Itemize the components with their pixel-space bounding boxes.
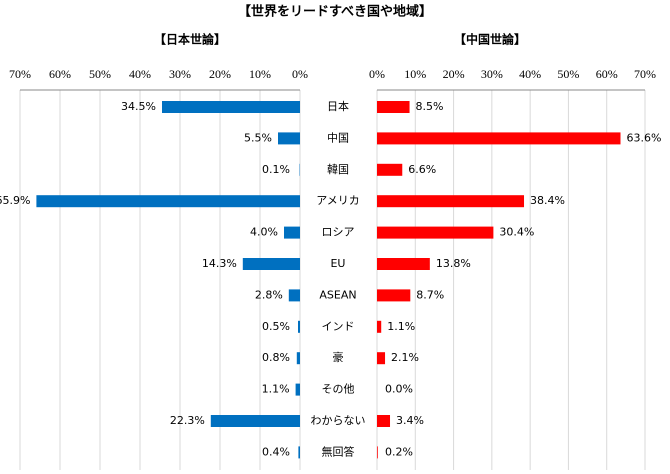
x-tick-label: 0% <box>369 67 385 81</box>
value-label: 2.8% <box>255 288 283 301</box>
category-label: 日本 <box>327 99 349 113</box>
category-label: インド <box>322 320 355 333</box>
value-label: 63.6% <box>626 131 661 144</box>
value-label: 0.4% <box>262 445 290 458</box>
bar <box>377 195 525 208</box>
value-label: 38.4% <box>530 194 565 207</box>
category-label: 中国 <box>327 131 349 144</box>
value-label: 8.7% <box>416 288 444 301</box>
chart-title: 【世界をリードすべき国や地域】 <box>238 4 432 20</box>
value-label: 65.9% <box>0 194 30 207</box>
bar <box>377 258 430 270</box>
x-tick-label: 10% <box>249 67 271 81</box>
category-label: EU <box>330 257 345 270</box>
x-tick-label: 10% <box>404 67 426 81</box>
bar <box>298 446 300 459</box>
bar <box>36 195 301 208</box>
bar <box>377 415 391 427</box>
value-label: 8.5% <box>416 100 444 113</box>
value-label: 6.6% <box>408 163 436 176</box>
bar <box>242 258 300 270</box>
x-tick-label: 20% <box>443 67 465 81</box>
value-label: 5.5% <box>244 131 272 144</box>
x-tick-label: 40% <box>129 67 151 81</box>
value-label: 0.1% <box>262 163 290 176</box>
bar <box>377 163 403 176</box>
bar <box>377 320 382 333</box>
x-tick-label: 40% <box>519 67 541 81</box>
value-label: 0.8% <box>262 351 290 364</box>
x-tick-label: 70% <box>634 67 656 81</box>
bar <box>296 352 300 365</box>
x-tick-label: 60% <box>596 67 618 81</box>
bar <box>288 289 300 302</box>
value-label: 14.3% <box>202 257 237 270</box>
bar <box>377 101 410 113</box>
category-label: 韓国 <box>327 163 349 176</box>
x-tick-label: 50% <box>557 67 579 81</box>
bar <box>377 446 378 459</box>
category-label: 無回答 <box>322 444 355 458</box>
bar <box>210 415 300 427</box>
x-tick-label: 20% <box>209 67 231 81</box>
value-label: 3.4% <box>396 414 424 427</box>
category-label: わからない <box>311 414 366 427</box>
bar <box>278 132 300 145</box>
value-label: 4.0% <box>250 226 278 239</box>
bar <box>377 289 411 302</box>
value-label: 13.8% <box>436 257 471 270</box>
value-label: 0.0% <box>385 383 413 396</box>
value-label: 22.3% <box>170 414 205 427</box>
bar <box>162 101 300 113</box>
value-label: 0.2% <box>385 445 413 458</box>
bar <box>295 383 300 396</box>
x-tick-label: 70% <box>9 67 31 81</box>
category-label: 豪 <box>333 350 344 364</box>
category-label: ASEAN <box>319 288 356 301</box>
bar <box>377 132 621 145</box>
value-label: 1.1% <box>262 383 290 396</box>
panel-title: 【中国世論】 <box>454 32 526 47</box>
category-label: その他 <box>322 383 355 396</box>
bar <box>284 226 300 239</box>
bar <box>377 226 494 239</box>
x-tick-label: 30% <box>169 67 191 81</box>
x-tick-label: 60% <box>49 67 71 81</box>
value-label: 34.5% <box>121 100 156 113</box>
value-label: 2.1% <box>391 351 419 364</box>
bar <box>298 320 300 333</box>
value-label: 30.4% <box>499 226 534 239</box>
value-label: 1.1% <box>387 320 415 333</box>
bar <box>377 352 386 365</box>
category-label: アメリカ <box>316 194 359 207</box>
value-label: 0.5% <box>262 320 290 333</box>
category-label: ロシア <box>322 226 355 239</box>
panel-title: 【日本世論】 <box>154 32 226 47</box>
x-tick-label: 50% <box>89 67 111 81</box>
x-tick-label: 0% <box>292 67 308 81</box>
x-tick-label: 30% <box>481 67 503 81</box>
